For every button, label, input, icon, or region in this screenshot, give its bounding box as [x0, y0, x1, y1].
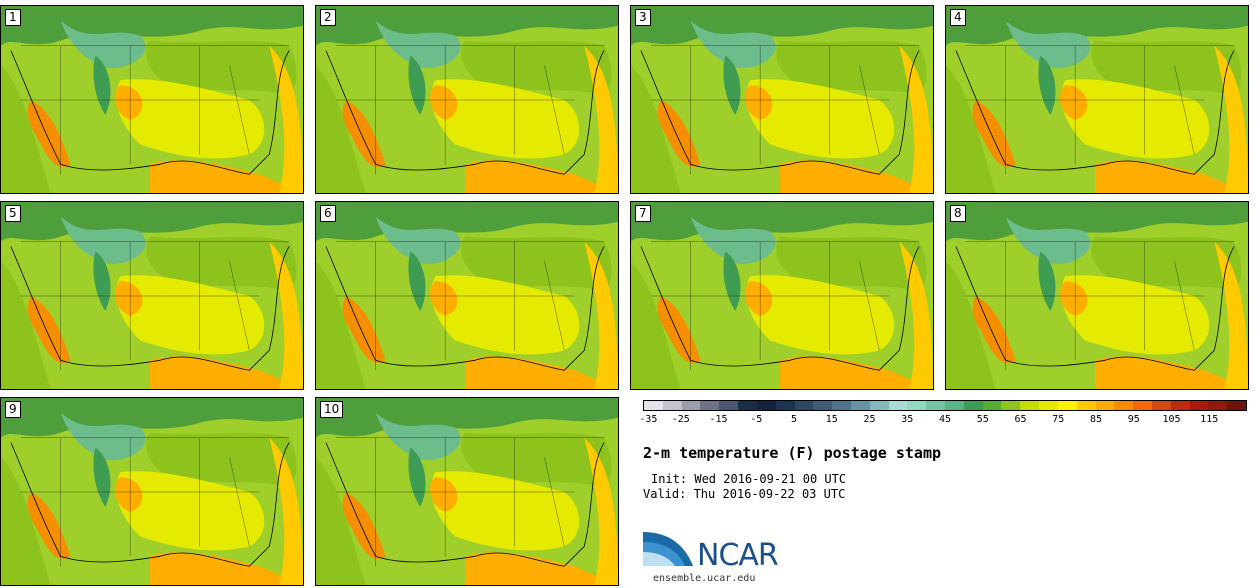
colorbar-tick-label: 95	[1127, 414, 1140, 425]
colorbar-swatch	[926, 401, 945, 410]
panel-label: 9	[5, 401, 21, 418]
temperature-map	[316, 398, 618, 585]
panel-label: 8	[950, 205, 966, 222]
map-panel-5: 5	[0, 201, 304, 390]
temperature-map	[631, 202, 933, 389]
temperature-map	[1, 6, 303, 193]
colorbar-swatch	[1133, 401, 1152, 410]
panel-label: 4	[950, 9, 966, 26]
colorbar	[643, 400, 1247, 411]
panel-label: 10	[320, 401, 344, 418]
colorbar-tick-label: 65	[1014, 414, 1027, 425]
colorbar-swatch	[1189, 401, 1209, 410]
map-panel-1: 1	[0, 5, 304, 194]
colorbar-tick-label: -5	[750, 414, 763, 425]
colorbar-swatch	[982, 401, 1002, 410]
colorbar-swatch	[1095, 401, 1115, 410]
map-panel-9: 9	[0, 397, 304, 586]
colorbar-swatch	[738, 401, 757, 410]
colorbar-swatch	[869, 401, 889, 410]
panel-label: 1	[5, 9, 21, 26]
colorbar-swatch	[1170, 401, 1190, 410]
colorbar-swatch	[662, 401, 682, 410]
colorbar-swatch	[644, 401, 663, 410]
panel-label: 3	[635, 9, 651, 26]
colorbar-swatch	[1227, 401, 1246, 410]
colorbar-swatch	[1208, 401, 1228, 410]
colorbar-swatch	[775, 401, 795, 410]
map-panel-8: 8	[945, 201, 1249, 390]
map-panel-3: 3	[630, 5, 934, 194]
colorbar-swatch	[1114, 401, 1134, 410]
colorbar-swatch	[888, 401, 908, 410]
valid-time: Valid: Thu 2016-09-22 03 UTC	[643, 487, 846, 501]
temperature-map	[631, 6, 933, 193]
colorbar-tick-label: 35	[901, 414, 914, 425]
colorbar-tick-label: 45	[938, 414, 952, 425]
colorbar-swatch	[1039, 401, 1058, 410]
colorbar-swatch	[794, 401, 814, 410]
colorbar-swatch	[850, 401, 870, 410]
map-panel-6: 6	[315, 201, 619, 390]
map-panel-10: 10	[315, 397, 619, 586]
colorbar-tick-label: -25	[671, 414, 690, 425]
colorbar-swatch	[813, 401, 833, 410]
temperature-map	[946, 202, 1248, 389]
colorbar-tick-label: 105	[1162, 414, 1181, 425]
colorbar-swatch	[945, 401, 964, 410]
map-title: 2-m temperature (F) postage stamp	[643, 444, 942, 462]
panel-label: 7	[635, 205, 651, 222]
colorbar-tick-label: 25	[863, 414, 876, 425]
temperature-map	[316, 202, 618, 389]
colorbar-ticks: -35 -25 -15 -5 5 15 25 35 45 55 65 75 85 95 105 115	[639, 414, 1247, 428]
panel-label: 6	[320, 205, 336, 222]
colorbar-tick-label: 85	[1089, 414, 1103, 425]
colorbar-swatch	[1151, 401, 1171, 410]
colorbar-swatch	[1020, 401, 1040, 410]
colorbar-swatch	[756, 401, 776, 410]
temperature-map	[316, 6, 618, 193]
colorbar-swatch	[832, 401, 851, 410]
map-panel-7: 7	[630, 201, 934, 390]
colorbar-swatch	[907, 401, 927, 410]
colorbar-tick-label: -15	[709, 414, 728, 425]
colorbar-swatch	[963, 401, 983, 410]
colorbar-swatch	[1001, 401, 1021, 410]
colorbar-tick-label: 115	[1200, 414, 1219, 425]
colorbar-swatch	[700, 401, 720, 410]
website-url: ensemble.ucar.edu	[653, 573, 756, 584]
ncar-logo-icon	[643, 532, 693, 566]
temperature-map	[1, 398, 303, 585]
logo-text: NCAR	[697, 538, 779, 573]
colorbar-tick-label: 55	[976, 414, 989, 425]
map-panel-2: 2	[315, 5, 619, 194]
colorbar-tick-label: 5	[790, 414, 798, 425]
colorbar-swatch	[719, 401, 739, 410]
colorbar-swatch	[1076, 401, 1096, 410]
map-panel-4: 4	[945, 5, 1249, 194]
temperature-map	[1, 202, 303, 389]
init-time: Init: Wed 2016-09-21 00 UTC	[651, 472, 847, 486]
panel-label: 2	[320, 9, 336, 26]
panel-label: 5	[5, 205, 21, 222]
colorbar-swatch	[681, 401, 701, 410]
colorbar-tick-label: -35	[639, 414, 658, 425]
temperature-map	[946, 6, 1248, 193]
colorbar-tick-label: 15	[825, 414, 838, 425]
colorbar-tick-label: 75	[1052, 414, 1065, 425]
colorbar-swatch	[1057, 401, 1077, 410]
